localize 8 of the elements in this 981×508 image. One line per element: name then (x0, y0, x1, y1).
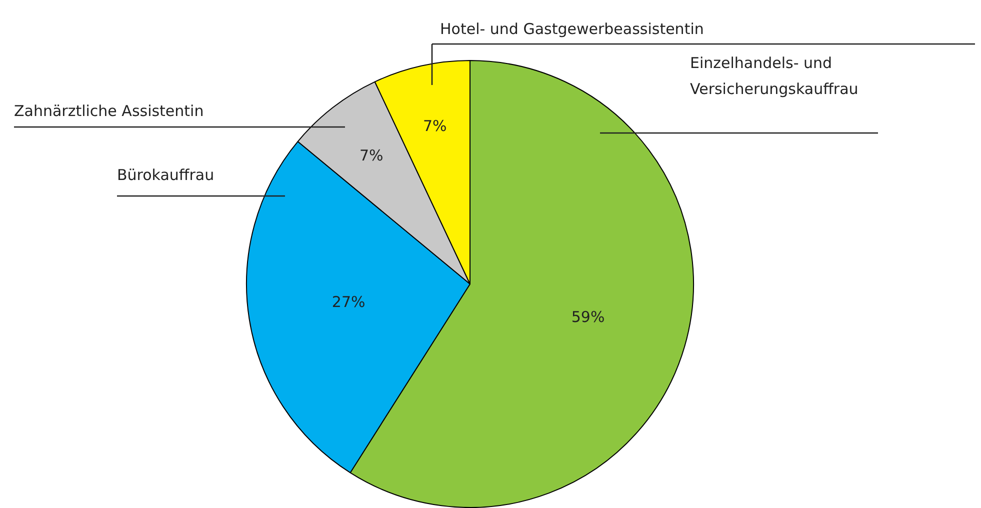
slice-label: Hotel- und Gastgewerbeassistentin (440, 20, 704, 38)
slice-label: Bürokauffrau (117, 166, 214, 184)
slice-label: Einzelhandels- und Versicherungskauffrau (690, 54, 858, 98)
data-label: 27% (332, 293, 366, 312)
slice-label: Zahnärztliche Assistentin (14, 102, 204, 120)
data-label: 59% (571, 308, 605, 326)
data-label: 7% (423, 116, 447, 135)
data-label: 7% (359, 146, 384, 165)
